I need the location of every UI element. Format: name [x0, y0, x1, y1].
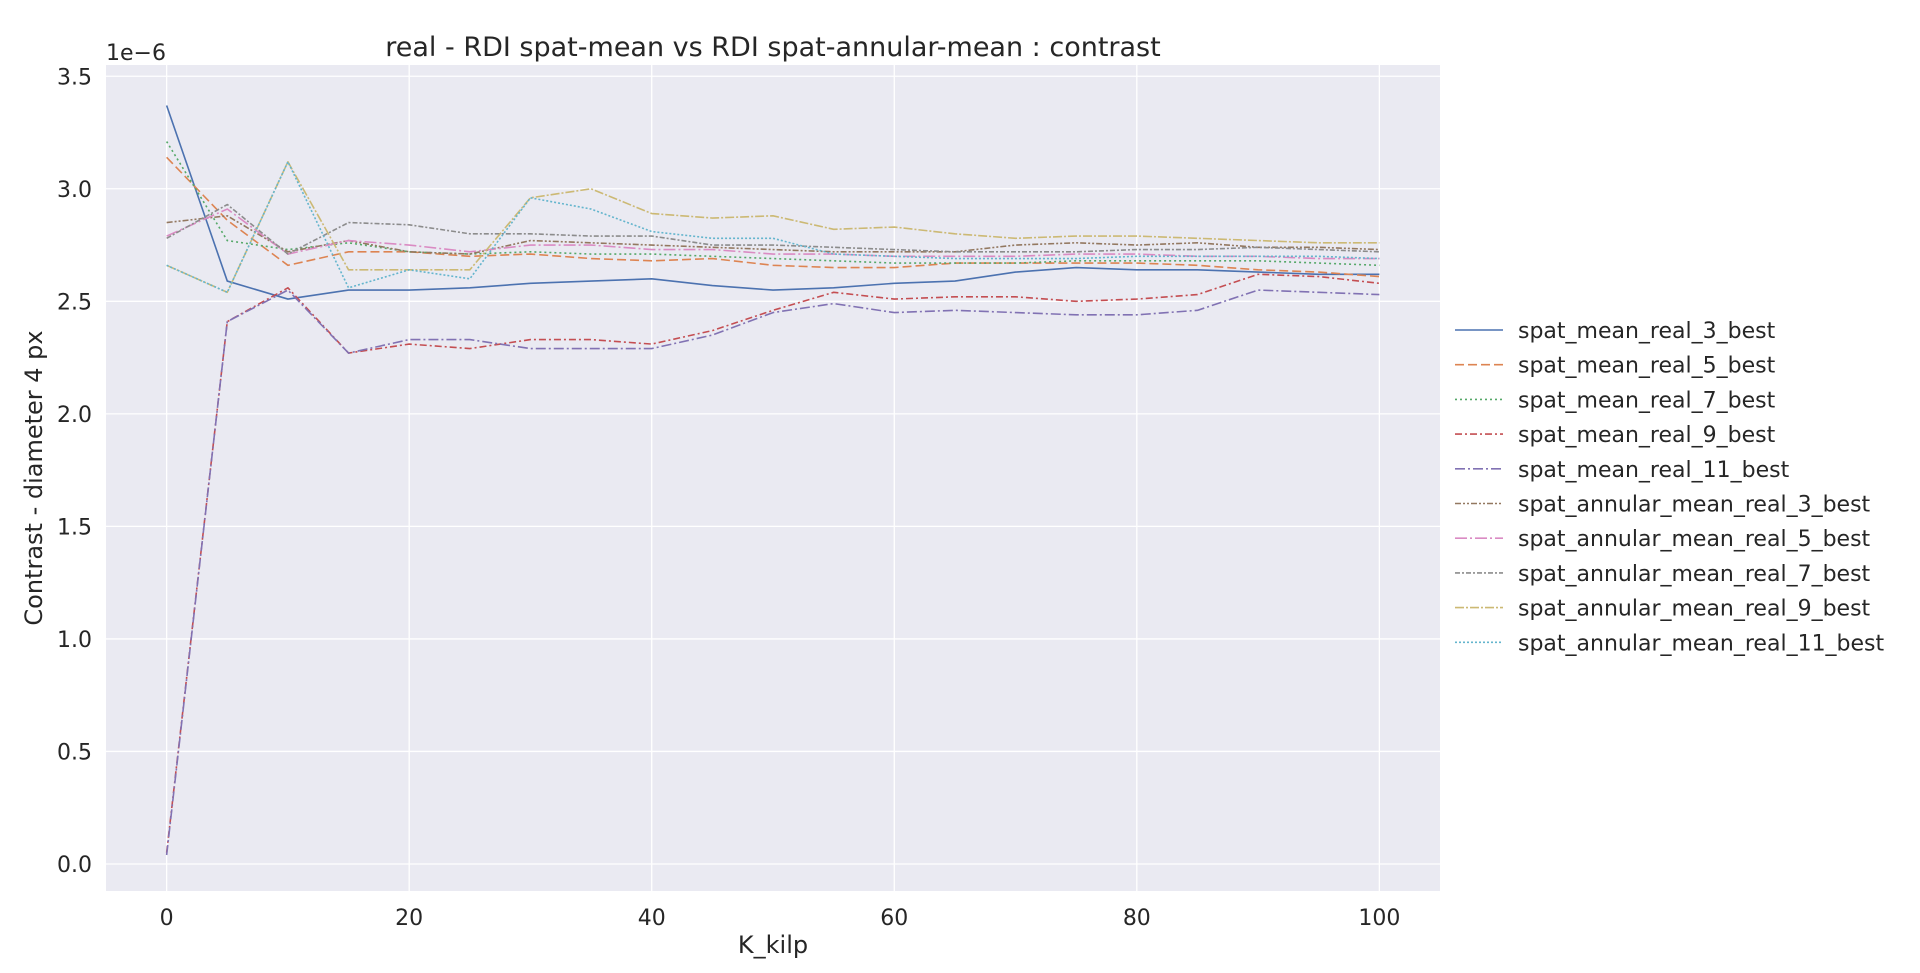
series-line-spat-mean-real-9-best: [165, 273, 1380, 853]
series-line-spat-mean-real-11-best: [165, 289, 1380, 856]
series-line-spat-mean-real-3-best: [165, 105, 1380, 300]
plot-background: [106, 65, 1440, 891]
y-tick-label: 2.0: [57, 403, 92, 428]
legend-label: spat_mean_real_7_best: [1518, 388, 1776, 413]
y-axis-label: Contrast - diameter 4 px: [20, 330, 48, 625]
series-line-spat-mean-real-5-best: [166, 156, 1380, 278]
legend: spat_mean_real_3_best spat_mean_real_5_be…: [1455, 319, 1885, 656]
y-tick-label: 0.5: [57, 740, 92, 765]
x-axis-ticks: 0 20 40 60 80 100: [160, 906, 1401, 931]
y-axis-ticks: 0.0 0.5 1.0 1.5 2.0 2.5 3.0 3.5: [57, 65, 92, 878]
x-tick-label: 100: [1358, 906, 1400, 931]
legend-label: spat_annular_mean_real_3_best: [1518, 493, 1871, 518]
y-tick-label: 3.0: [57, 178, 92, 203]
x-tick-label: 80: [1123, 906, 1151, 931]
chart-title: real - RDI spat-mean vs RDI spat-annular…: [385, 32, 1160, 63]
legend-label: spat_mean_real_3_best: [1518, 319, 1776, 344]
legend-label: spat_annular_mean_real_7_best: [1518, 562, 1871, 587]
series-layer: [165, 105, 1380, 856]
series-line-spat-annular-mean-real-3-best: [166, 214, 1380, 255]
legend-label: spat_mean_real_9_best: [1518, 423, 1776, 448]
y-tick-label: 3.5: [57, 65, 92, 90]
x-tick-label: 60: [880, 906, 908, 931]
y-tick-label: 2.5: [57, 290, 92, 315]
series-line-spat-annular-mean-real-7-best: [166, 203, 1380, 255]
x-tick-label: 40: [638, 906, 666, 931]
legend-label: spat_annular_mean_real_9_best: [1518, 597, 1871, 622]
x-tick-label: 20: [395, 906, 423, 931]
y-offset-label: 1e−6: [106, 41, 166, 66]
legend-label: spat_annular_mean_real_5_best: [1518, 527, 1871, 552]
y-tick-label: 0.0: [57, 853, 92, 878]
y-tick-label: 1.0: [57, 628, 92, 653]
grid: [106, 65, 1440, 891]
x-axis-label: K_kilp: [738, 931, 808, 959]
legend-label: spat_mean_real_5_best: [1518, 354, 1776, 379]
series-line-spat-annular-mean-real-9-best: [166, 160, 1380, 294]
legend-label: spat_annular_mean_real_11_best: [1518, 631, 1885, 656]
series-line-spat-annular-mean-real-5-best: [166, 208, 1380, 260]
y-tick-label: 1.5: [57, 515, 92, 540]
x-tick-label: 0: [160, 906, 174, 931]
legend-label: spat_mean_real_11_best: [1518, 458, 1790, 483]
